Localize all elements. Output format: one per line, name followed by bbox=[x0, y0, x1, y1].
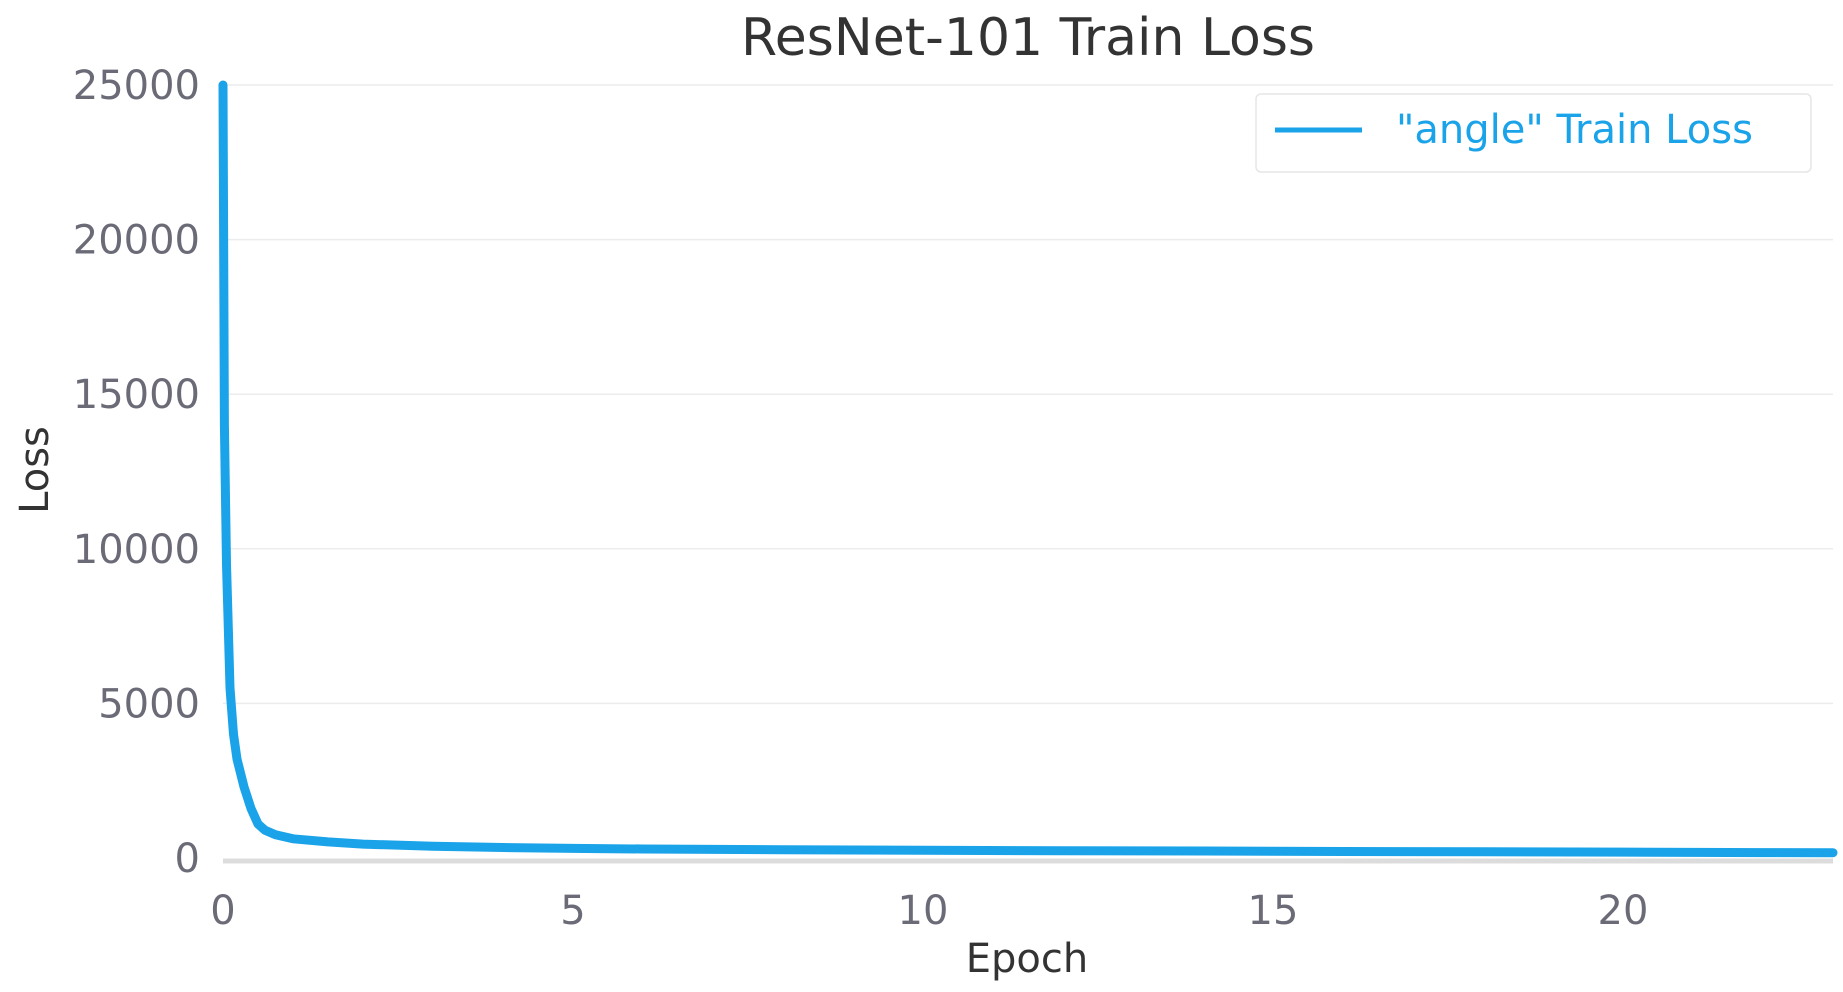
chart-title: ResNet-101 Train Loss bbox=[741, 8, 1315, 68]
x-axis-label: Epoch bbox=[966, 936, 1088, 982]
x-tick-label-2: 10 bbox=[898, 888, 949, 934]
y-tick-label-2: 10000 bbox=[73, 527, 200, 573]
x-tick-label-0: 0 bbox=[210, 888, 235, 934]
x-tick-label-1: 5 bbox=[560, 888, 585, 934]
x-tick-label-4: 20 bbox=[1598, 888, 1649, 934]
x-tick-labels: 0 5 10 15 20 bbox=[210, 888, 1648, 934]
legend: "angle" Train Loss bbox=[1255, 93, 1812, 173]
y-tick-label-4: 20000 bbox=[73, 218, 200, 264]
y-tick-labels: 0 5000 10000 15000 20000 25000 bbox=[73, 63, 200, 882]
y-tick-label-1: 5000 bbox=[98, 681, 200, 727]
y-axis-label: Loss bbox=[12, 426, 58, 514]
grid-lines bbox=[223, 84, 1833, 705]
y-tick-label-5: 25000 bbox=[73, 63, 200, 109]
x-tick-label-3: 15 bbox=[1248, 888, 1299, 934]
y-tick-label-3: 15000 bbox=[73, 372, 200, 418]
series-line-0 bbox=[218, 80, 1838, 858]
y-tick-label-0: 0 bbox=[175, 836, 200, 882]
legend-box bbox=[1255, 93, 1812, 173]
series-layer bbox=[218, 80, 1838, 858]
legend-label: "angle" Train Loss bbox=[1396, 107, 1753, 153]
